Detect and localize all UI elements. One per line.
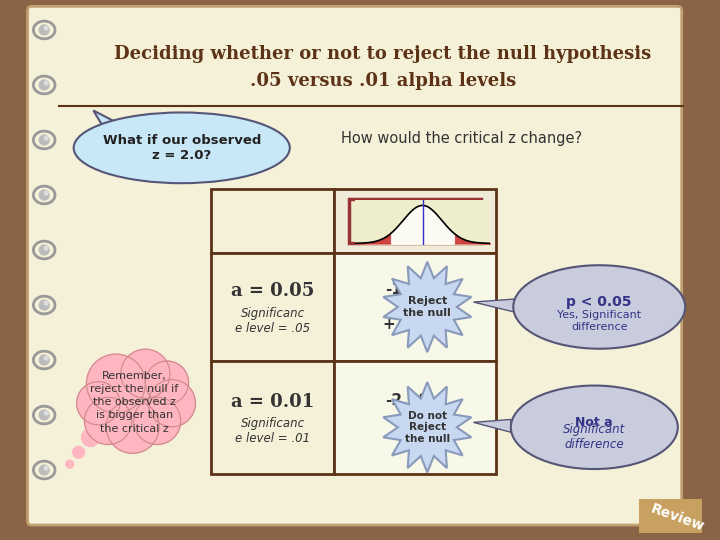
- Text: What if our observed
z = 2.0?: What if our observed z = 2.0?: [102, 134, 261, 162]
- Circle shape: [148, 380, 196, 427]
- Ellipse shape: [513, 265, 685, 349]
- Text: How would the critical z change?: How would the critical z change?: [341, 131, 582, 145]
- Circle shape: [81, 429, 99, 447]
- Text: Yes, Significant
difference: Yes, Significant difference: [557, 310, 642, 332]
- FancyBboxPatch shape: [334, 361, 496, 474]
- Text: .05 versus .01 alpha levels: .05 versus .01 alpha levels: [250, 72, 516, 90]
- Text: a = 0.05: a = 0.05: [231, 282, 315, 300]
- Circle shape: [40, 465, 49, 475]
- Circle shape: [40, 355, 49, 365]
- Text: Remember,
reject the null if
the observed z
is bigger than
the critical z: Remember, reject the null if the observe…: [91, 371, 179, 434]
- Circle shape: [40, 410, 49, 420]
- Ellipse shape: [73, 112, 289, 183]
- Circle shape: [40, 300, 49, 310]
- Circle shape: [86, 354, 145, 413]
- Circle shape: [66, 460, 73, 468]
- Circle shape: [44, 466, 48, 470]
- Polygon shape: [383, 382, 472, 472]
- Circle shape: [40, 190, 49, 200]
- FancyBboxPatch shape: [211, 361, 334, 474]
- Circle shape: [73, 447, 84, 458]
- Circle shape: [44, 246, 48, 250]
- Circle shape: [44, 356, 48, 360]
- FancyBboxPatch shape: [348, 199, 482, 244]
- Circle shape: [44, 191, 48, 195]
- Circle shape: [121, 349, 170, 399]
- Circle shape: [44, 411, 48, 415]
- Circle shape: [44, 136, 48, 140]
- Text: Review: Review: [649, 502, 706, 535]
- Circle shape: [145, 361, 189, 404]
- Circle shape: [40, 245, 49, 255]
- Circle shape: [44, 301, 48, 305]
- Circle shape: [134, 397, 181, 444]
- Polygon shape: [474, 420, 510, 432]
- Ellipse shape: [510, 386, 678, 469]
- Polygon shape: [639, 498, 703, 533]
- Circle shape: [40, 80, 49, 90]
- Circle shape: [40, 135, 49, 145]
- Text: a = 0.01: a = 0.01: [231, 393, 314, 411]
- FancyBboxPatch shape: [334, 253, 496, 361]
- Text: Significanc
e level = .01: Significanc e level = .01: [235, 417, 310, 446]
- Circle shape: [44, 81, 48, 85]
- FancyBboxPatch shape: [334, 189, 496, 253]
- Polygon shape: [94, 111, 127, 148]
- Text: Significant
difference: Significant difference: [563, 423, 626, 451]
- Text: Reject
the null: Reject the null: [403, 296, 451, 318]
- FancyBboxPatch shape: [211, 189, 334, 253]
- Text: p < 0.05: p < 0.05: [567, 295, 632, 309]
- Text: Significanc
e level = .05: Significanc e level = .05: [235, 307, 310, 335]
- FancyBboxPatch shape: [211, 253, 334, 361]
- Circle shape: [106, 400, 159, 454]
- Polygon shape: [474, 299, 514, 312]
- FancyBboxPatch shape: [27, 6, 682, 525]
- Circle shape: [44, 26, 48, 30]
- Polygon shape: [383, 262, 472, 352]
- Text: -2.58
or
+2: -2.58 or +2: [385, 393, 429, 442]
- Circle shape: [40, 25, 49, 35]
- Circle shape: [84, 397, 132, 444]
- Text: -1.96
or
+1.96: -1.96 or +1.96: [382, 282, 432, 332]
- Circle shape: [76, 382, 120, 425]
- Text: Not a: Not a: [575, 416, 613, 429]
- Text: Deciding whether or not to reject the null hypothesis: Deciding whether or not to reject the nu…: [114, 44, 652, 63]
- Text: Do not
Reject
the null: Do not Reject the null: [405, 411, 450, 444]
